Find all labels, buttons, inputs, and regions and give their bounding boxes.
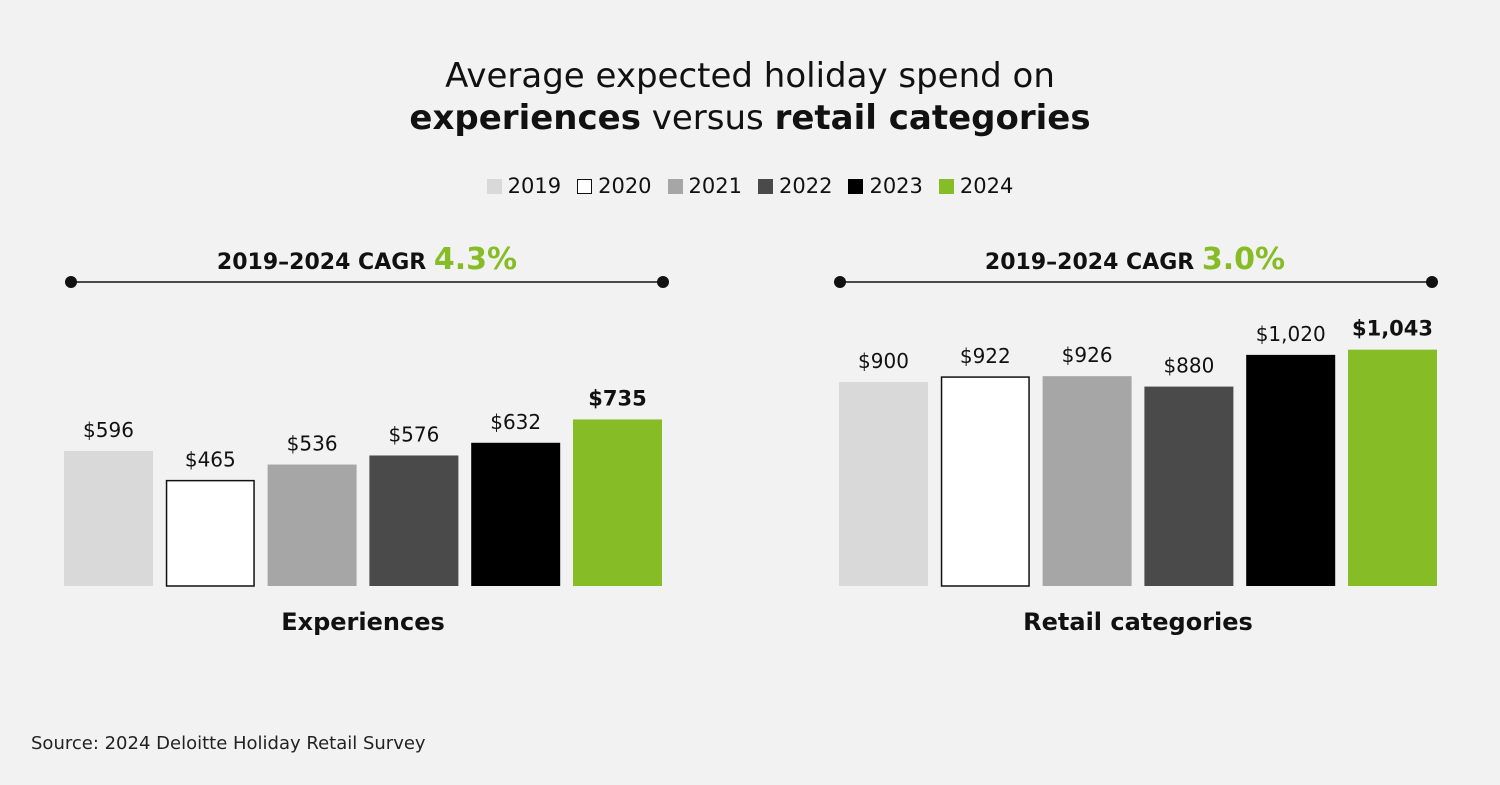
legend-label-2020: 2020 — [598, 174, 652, 198]
experiences-bar-2019 — [64, 450, 153, 586]
retail-value-label-2021: $926 — [1062, 343, 1113, 367]
source-note: Source: 2024 Deloitte Holiday Retail Sur… — [31, 733, 426, 754]
legend-label-2023: 2023 — [869, 174, 923, 198]
title-line-2: experiences versus retail categories — [0, 97, 1500, 139]
legend-label-2024: 2024 — [959, 174, 1014, 198]
experiences-cagr-value: 4.3% — [434, 242, 517, 277]
experiences-cagr-label: 2019–2024 CAGR 4.3% — [217, 242, 517, 277]
experiences-bar-2020 — [165, 479, 255, 587]
legend-swatch-2024 — [938, 178, 954, 194]
retail-value-label-2020: $922 — [960, 344, 1011, 368]
legend-swatch-2022 — [758, 178, 773, 194]
experiences-value-label-2019: $596 — [83, 418, 134, 442]
legend-swatch-2021 — [667, 178, 683, 194]
retail-bar-2023 — [1246, 354, 1336, 586]
experiences-cagr-dot-left — [65, 276, 77, 288]
title-line-1: Average expected holiday spend on — [445, 56, 1055, 96]
legend-item-2021: 2021 — [667, 174, 742, 198]
legend-swatch-2019 — [486, 178, 502, 194]
legend-item-2023: 2023 — [848, 174, 923, 198]
title-bold-retail: retail categories — [774, 98, 1091, 138]
experiences-value-label-2021: $536 — [287, 432, 338, 456]
retail-value-label-2023: $1,020 — [1256, 322, 1326, 346]
experiences-value-label-2020: $465 — [185, 448, 236, 472]
retail-cagr-value: 3.0% — [1202, 242, 1285, 277]
legend-item-2024: 2024 — [938, 174, 1014, 198]
experiences-bar-2023 — [471, 442, 561, 586]
retail-bar-2022 — [1144, 386, 1234, 586]
retail-bar-2019 — [839, 382, 928, 586]
title-versus: versus — [640, 98, 775, 138]
experiences-panel-title: Experiences — [281, 608, 445, 636]
retail-value-label-2022: $880 — [1163, 354, 1214, 378]
legend-item-2022: 2022 — [758, 174, 832, 198]
legend-item-2019: 2019 — [486, 174, 562, 198]
experiences-bar-2024 — [573, 419, 662, 586]
legend-label-2019: 2019 — [507, 174, 562, 198]
legend-item-2020: 2020 — [577, 174, 652, 198]
legend-label-2022: 2022 — [779, 174, 833, 198]
retail-bar-2020 — [940, 376, 1030, 587]
legend-swatch-2023 — [848, 178, 864, 194]
experiences-value-label-2024: $735 — [588, 386, 646, 410]
retail-value-label-2024: $1,043 — [1352, 317, 1433, 341]
experiences-cagr-dot-right — [657, 276, 669, 288]
experiences-bar-2022 — [369, 455, 459, 586]
experiences-value-label-2022: $576 — [388, 422, 439, 446]
title-bold-experiences: experiences — [409, 98, 641, 138]
chart-title: Average expected holiday spend on experi… — [0, 55, 1500, 139]
retail-value-label-2019: $900 — [858, 349, 909, 373]
experiences-bar-2021 — [267, 464, 357, 586]
legend-label-2021: 2021 — [688, 174, 742, 198]
legend: 2019 2020 2021 2022 2023 2024 — [0, 174, 1500, 198]
legend-swatch-2020 — [577, 178, 593, 194]
retail-cagr-dot-left — [834, 276, 846, 288]
retail-panel-title: Retail categories — [1023, 608, 1253, 636]
experiences-cagr-text: 2019–2024 CAGR — [217, 250, 434, 275]
retail-bar-2021 — [1042, 376, 1132, 586]
retail-cagr-text: 2019–2024 CAGR — [985, 250, 1202, 275]
retail-bar-2024 — [1348, 349, 1437, 586]
retail-cagr-dot-right — [1426, 276, 1438, 288]
retail-cagr-label: 2019–2024 CAGR 3.0% — [985, 242, 1285, 277]
experiences-value-label-2023: $632 — [490, 410, 541, 434]
